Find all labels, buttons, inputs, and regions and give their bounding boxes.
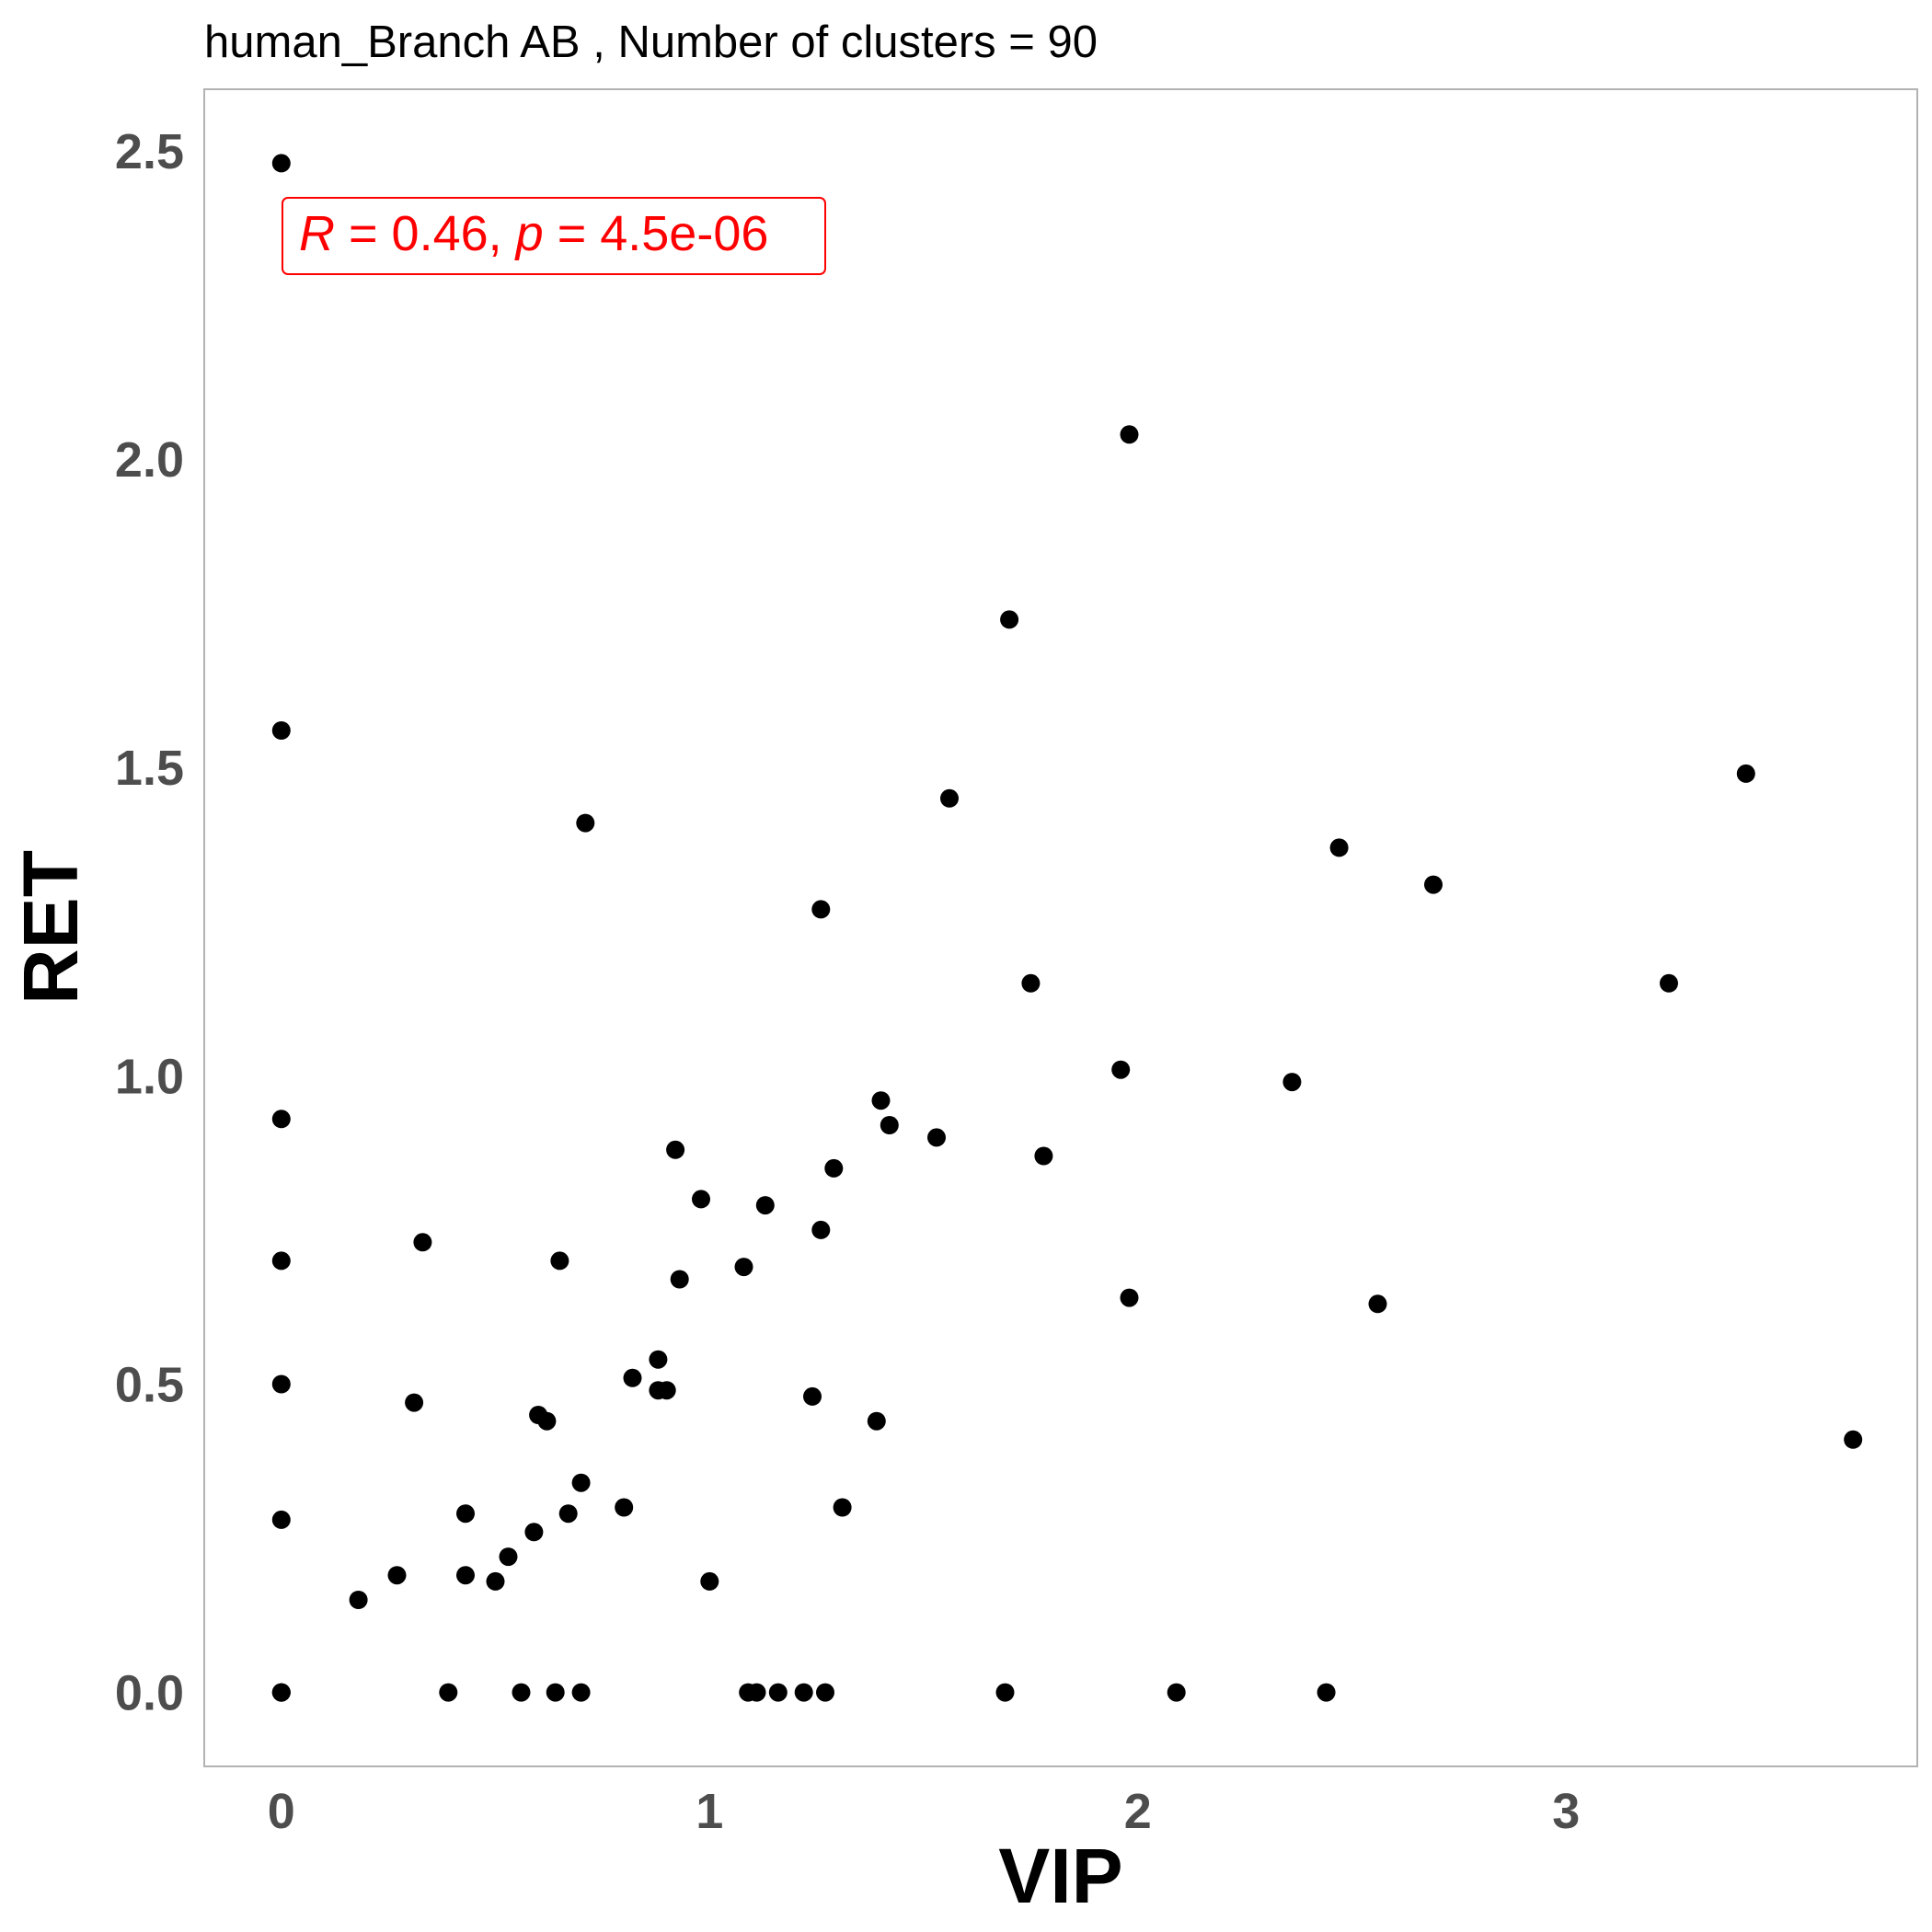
data-points	[271, 154, 1863, 1702]
data-point	[271, 1110, 291, 1129]
data-point	[811, 900, 831, 919]
x-tick-label: 2	[1124, 1784, 1152, 1839]
data-point	[524, 1523, 544, 1542]
data-point	[940, 788, 959, 808]
p-symbol: p	[514, 206, 544, 261]
y-tick-label: 2.5	[115, 124, 184, 179]
data-point	[816, 1683, 834, 1702]
data-point	[558, 1504, 578, 1524]
y-axis-label: RET	[7, 850, 94, 1005]
data-point	[550, 1251, 569, 1271]
data-point	[456, 1504, 475, 1524]
data-point	[692, 1190, 710, 1209]
data-point	[747, 1683, 766, 1702]
data-point	[1424, 875, 1443, 894]
data-point	[499, 1547, 518, 1567]
data-point	[571, 1683, 591, 1702]
data-point	[1034, 1146, 1053, 1166]
data-point	[995, 1683, 1015, 1702]
data-point	[271, 1683, 291, 1702]
data-point	[349, 1591, 368, 1609]
data-point	[755, 1196, 775, 1215]
data-point	[734, 1258, 753, 1277]
data-point	[576, 813, 595, 833]
data-point	[803, 1386, 822, 1406]
data-point	[512, 1683, 531, 1702]
y-tick-label: 0.0	[115, 1666, 184, 1721]
data-point	[537, 1411, 557, 1431]
correlation-annotation: R = 0.46, p = 4.5e-06	[282, 197, 826, 275]
data-point	[456, 1566, 475, 1585]
data-point	[1660, 973, 1678, 993]
x-tick-label: 0	[268, 1784, 295, 1839]
data-point	[439, 1683, 458, 1702]
data-point	[413, 1233, 432, 1252]
data-point	[666, 1140, 685, 1159]
data-point	[1736, 764, 1755, 783]
r-symbol: R	[299, 206, 335, 261]
r-value: = 0.46,	[335, 206, 516, 261]
y-axis-ticks: 0.0 0.5 1.0 1.5 2.0 2.5	[115, 124, 184, 1721]
y-tick-label: 1.5	[115, 741, 184, 796]
data-point	[271, 1510, 291, 1529]
plot-panel	[203, 88, 1918, 1767]
data-point	[880, 1116, 899, 1134]
y-tick-label: 1.0	[115, 1049, 184, 1104]
data-point	[927, 1128, 946, 1147]
data-point	[649, 1350, 668, 1369]
data-point	[1282, 1073, 1302, 1092]
data-point	[571, 1473, 591, 1492]
data-point	[623, 1368, 642, 1387]
data-point	[768, 1683, 788, 1702]
data-point	[1111, 1060, 1131, 1079]
data-point	[811, 1220, 831, 1239]
data-point	[271, 1251, 291, 1271]
y-tick-label: 0.5	[115, 1357, 184, 1412]
data-point	[1167, 1683, 1186, 1702]
y-tick-label: 2.0	[115, 432, 184, 488]
data-point	[271, 1374, 291, 1394]
data-point	[700, 1571, 719, 1591]
data-point	[1368, 1294, 1387, 1314]
data-point	[1844, 1430, 1863, 1449]
correlation-label: R = 0.46, p = 4.5e-06	[299, 206, 768, 261]
data-point	[405, 1393, 424, 1412]
data-point	[871, 1091, 891, 1110]
p-value: = 4.5e-06	[544, 206, 769, 261]
data-point	[1000, 610, 1019, 629]
x-tick-label: 1	[696, 1784, 723, 1839]
x-axis-label: VIP	[998, 1833, 1122, 1919]
data-point	[271, 154, 291, 173]
data-point	[271, 721, 291, 740]
data-point	[1120, 1288, 1139, 1307]
data-point	[824, 1158, 844, 1178]
x-tick-label: 3	[1552, 1784, 1580, 1839]
data-point	[1329, 838, 1349, 857]
data-point	[387, 1566, 407, 1585]
data-point	[670, 1270, 689, 1289]
data-point	[657, 1381, 676, 1400]
data-point	[486, 1571, 505, 1591]
data-point	[833, 1498, 852, 1517]
data-point	[1021, 973, 1041, 993]
data-point	[546, 1683, 565, 1702]
data-point	[867, 1411, 886, 1431]
correlation-label-box	[282, 197, 826, 275]
data-point	[794, 1683, 813, 1702]
x-axis-ticks: 0 1 2 3	[268, 1784, 1581, 1839]
data-point	[1317, 1683, 1336, 1702]
chart-title: human_Branch AB , Number of clusters = 9…	[204, 17, 1098, 67]
data-point	[1120, 425, 1139, 444]
data-point	[615, 1498, 634, 1517]
